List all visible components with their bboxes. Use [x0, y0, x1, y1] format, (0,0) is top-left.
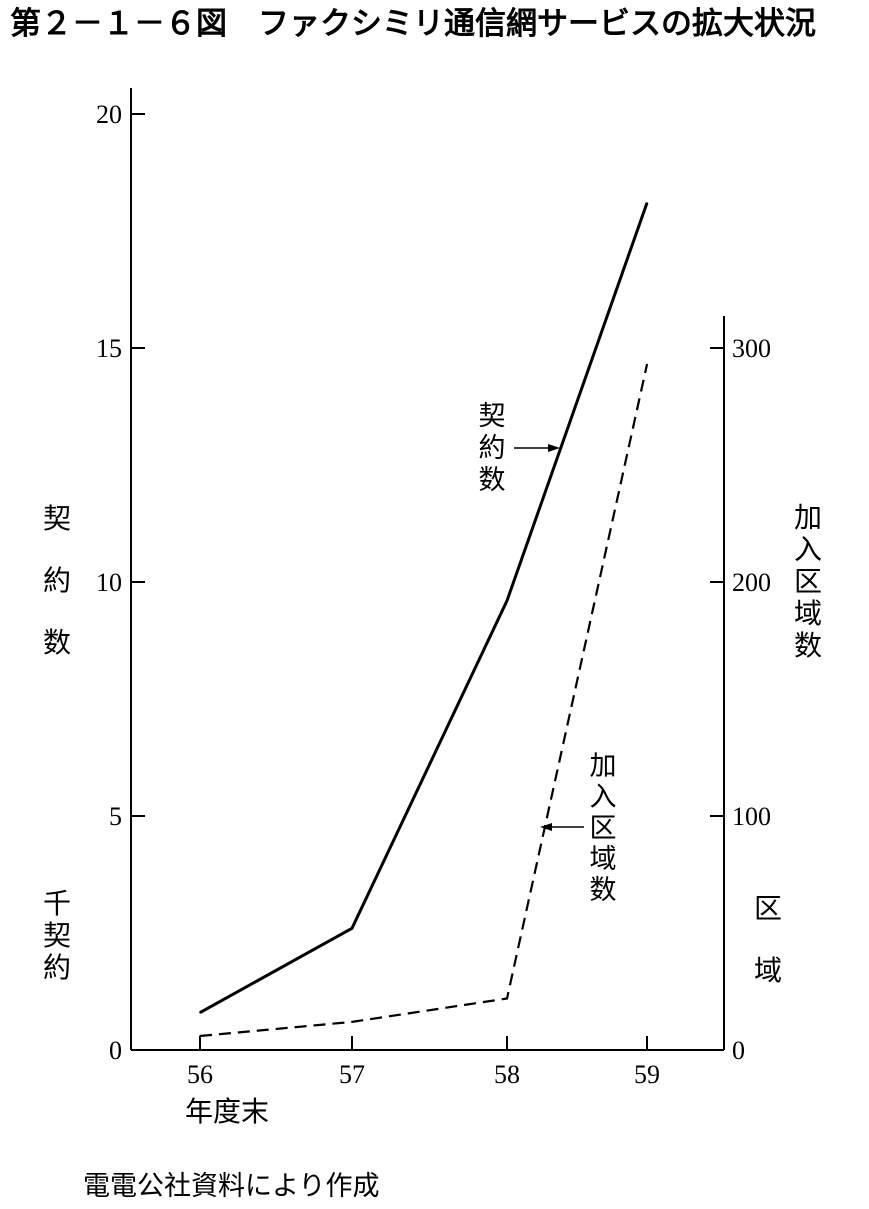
contract-arrowhead: [548, 444, 560, 452]
area-arrowhead: [540, 823, 552, 831]
contract-annotation: 契約数: [479, 401, 506, 496]
chart-title: 第２－１－６図 ファクシミリ通信網サービスの拡大状況: [10, 6, 816, 42]
right-axis-label-char: 入: [794, 533, 822, 566]
contract-count-point: [199, 1011, 201, 1014]
x-tick-label: 58: [494, 1060, 520, 1089]
contract-count-point: [646, 202, 648, 204]
left-tick-label: 15: [96, 334, 122, 363]
x-axis-label: 年度末: [185, 1095, 269, 1128]
source-note: 電電公社資料により作成: [83, 1171, 379, 1202]
contract-annotation-char: 契: [479, 401, 506, 432]
area-annotation-char: 区: [590, 813, 617, 844]
area-count-point: [506, 997, 508, 1000]
area-annotation-char: 域: [590, 844, 617, 875]
left-axis-unit-char: 千: [43, 887, 71, 920]
left-axis-unit: 千契約: [43, 887, 71, 984]
contract-annotation-char: 数: [479, 465, 506, 496]
right-tick-label: 300: [732, 334, 771, 363]
left-axis-label: 契約数: [43, 502, 71, 659]
right-tick-label: 100: [732, 802, 771, 831]
area-count-line: [199, 364, 649, 1038]
right-axis-unit: 区域: [754, 892, 782, 987]
right-axis-label-char: 数: [794, 629, 822, 662]
right-tick-label: 200: [732, 568, 771, 597]
right-axis-unit-char: 区: [754, 892, 782, 925]
right-tick-label: 0: [732, 1036, 745, 1065]
area-annotation-char: 数: [590, 875, 617, 906]
area-count-point: [646, 363, 648, 366]
contract-count-point: [351, 927, 353, 930]
left-axis-label-char: 約: [43, 564, 71, 597]
area-annotation-char: 加: [590, 751, 617, 782]
x-tick-label: 56: [187, 1060, 213, 1089]
right-axis-ticks: 0 100 200 300: [710, 334, 771, 1065]
x-tick-label: 59: [634, 1060, 660, 1089]
left-tick-label: 5: [109, 802, 122, 831]
left-axis-unit-char: 契: [43, 919, 71, 952]
right-axis-label-char: 加: [794, 501, 822, 534]
area-count-point: [351, 1021, 353, 1023]
contract-count-line: [199, 202, 649, 1014]
left-axis-unit-char: 約: [43, 951, 71, 984]
right-axis-label-char: 区: [794, 565, 822, 598]
right-axis-unit-char: 域: [754, 954, 782, 987]
left-tick-label: 20: [96, 100, 122, 129]
x-axis-ticks: 56 57 58 59: [187, 1036, 660, 1089]
contract-count-point: [506, 599, 508, 602]
area-count-point: [199, 1035, 201, 1037]
left-tick-label: 10: [96, 568, 122, 597]
left-tick-label: 0: [109, 1036, 122, 1065]
left-axis-label-char: 数: [43, 626, 71, 659]
left-axis-label-char: 契: [43, 502, 71, 535]
left-axis-ticks: 0 5 10 15 20: [96, 100, 145, 1065]
x-tick-label: 57: [339, 1060, 365, 1089]
right-axis-label-char: 域: [794, 597, 822, 630]
area-annotation-char: 入: [590, 782, 617, 813]
series-layer: [199, 202, 649, 1038]
contract-annotation-char: 約: [479, 433, 506, 464]
